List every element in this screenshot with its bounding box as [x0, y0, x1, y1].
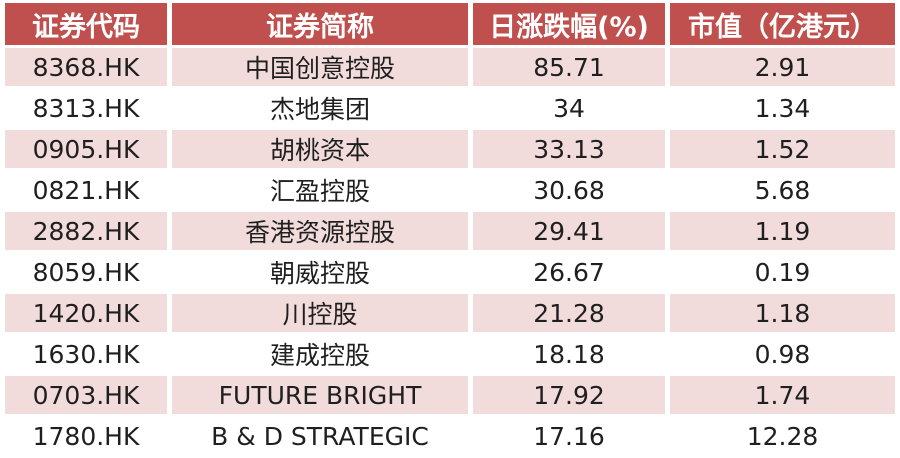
header-market-cap: 市值（亿港元）: [670, 3, 895, 45]
header-stock-name: 证券简称: [172, 3, 468, 45]
stock-code-cell: 1780.HK: [5, 417, 167, 455]
table-row: 2882.HK 香港资源控股 29.41 1.19: [5, 212, 895, 250]
stock-name-cell: B & D STRATEGIC: [172, 417, 468, 455]
table-row: 0703.HK FUTURE BRIGHT 17.92 1.74: [5, 376, 895, 414]
table-row: 1420.HK 川控股 21.28 1.18: [5, 294, 895, 332]
table-row: 8059.HK 朝威控股 26.67 0.19: [5, 253, 895, 291]
stock-code-cell: 8059.HK: [5, 253, 167, 291]
market-cap-cell: 5.68: [670, 171, 895, 209]
market-cap-cell: 1.18: [670, 294, 895, 332]
table-row: 0821.HK 汇盈控股 30.68 5.68: [5, 171, 895, 209]
market-cap-cell: 0.19: [670, 253, 895, 291]
daily-change-cell: 17.92: [473, 376, 665, 414]
stock-name-cell: 杰地集团: [172, 89, 468, 127]
daily-change-cell: 17.16: [473, 417, 665, 455]
stock-name-cell: 朝威控股: [172, 253, 468, 291]
stock-code-cell: 0821.HK: [5, 171, 167, 209]
stock-name-cell: 川控股: [172, 294, 468, 332]
stock-code-cell: 8313.HK: [5, 89, 167, 127]
daily-change-cell: 30.68: [473, 171, 665, 209]
daily-change-cell: 85.71: [473, 48, 665, 86]
stock-name-cell: 中国创意控股: [172, 48, 468, 86]
stock-name-cell: 香港资源控股: [172, 212, 468, 250]
stock-code-cell: 0703.HK: [5, 376, 167, 414]
header-row: 证券代码 证券简称 日涨跌幅(%) 市值（亿港元）: [5, 3, 895, 45]
table-row: 0905.HK 胡桃资本 33.13 1.52: [5, 130, 895, 168]
header-stock-code: 证券代码: [5, 3, 167, 45]
stock-name-cell: 汇盈控股: [172, 171, 468, 209]
daily-change-cell: 26.67: [473, 253, 665, 291]
daily-change-cell: 18.18: [473, 335, 665, 373]
stock-code-cell: 8368.HK: [5, 48, 167, 86]
market-cap-cell: 1.34: [670, 89, 895, 127]
daily-change-cell: 21.28: [473, 294, 665, 332]
table-row: 8313.HK 杰地集团 34 1.34: [5, 89, 895, 127]
market-cap-cell: 1.74: [670, 376, 895, 414]
stock-name-cell: FUTURE BRIGHT: [172, 376, 468, 414]
daily-change-cell: 29.41: [473, 212, 665, 250]
daily-change-cell: 34: [473, 89, 665, 127]
table-row: 1630.HK 建成控股 18.18 0.98: [5, 335, 895, 373]
stock-name-cell: 胡桃资本: [172, 130, 468, 168]
table-row: 8368.HK 中国创意控股 85.71 2.91: [5, 48, 895, 86]
market-cap-cell: 0.98: [670, 335, 895, 373]
header-daily-change: 日涨跌幅(%): [473, 3, 665, 45]
stock-code-cell: 1630.HK: [5, 335, 167, 373]
table-row: 1780.HK B & D STRATEGIC 17.16 12.28: [5, 417, 895, 455]
market-cap-cell: 1.52: [670, 130, 895, 168]
market-cap-cell: 1.19: [670, 212, 895, 250]
daily-change-cell: 33.13: [473, 130, 665, 168]
stock-code-cell: 0905.HK: [5, 130, 167, 168]
stock-code-cell: 1420.HK: [5, 294, 167, 332]
stock-code-cell: 2882.HK: [5, 212, 167, 250]
market-cap-cell: 2.91: [670, 48, 895, 86]
table-body: 8368.HK 中国创意控股 85.71 2.91 8313.HK 杰地集团 3…: [5, 48, 895, 455]
stock-name-cell: 建成控股: [172, 335, 468, 373]
market-cap-cell: 12.28: [670, 417, 895, 455]
